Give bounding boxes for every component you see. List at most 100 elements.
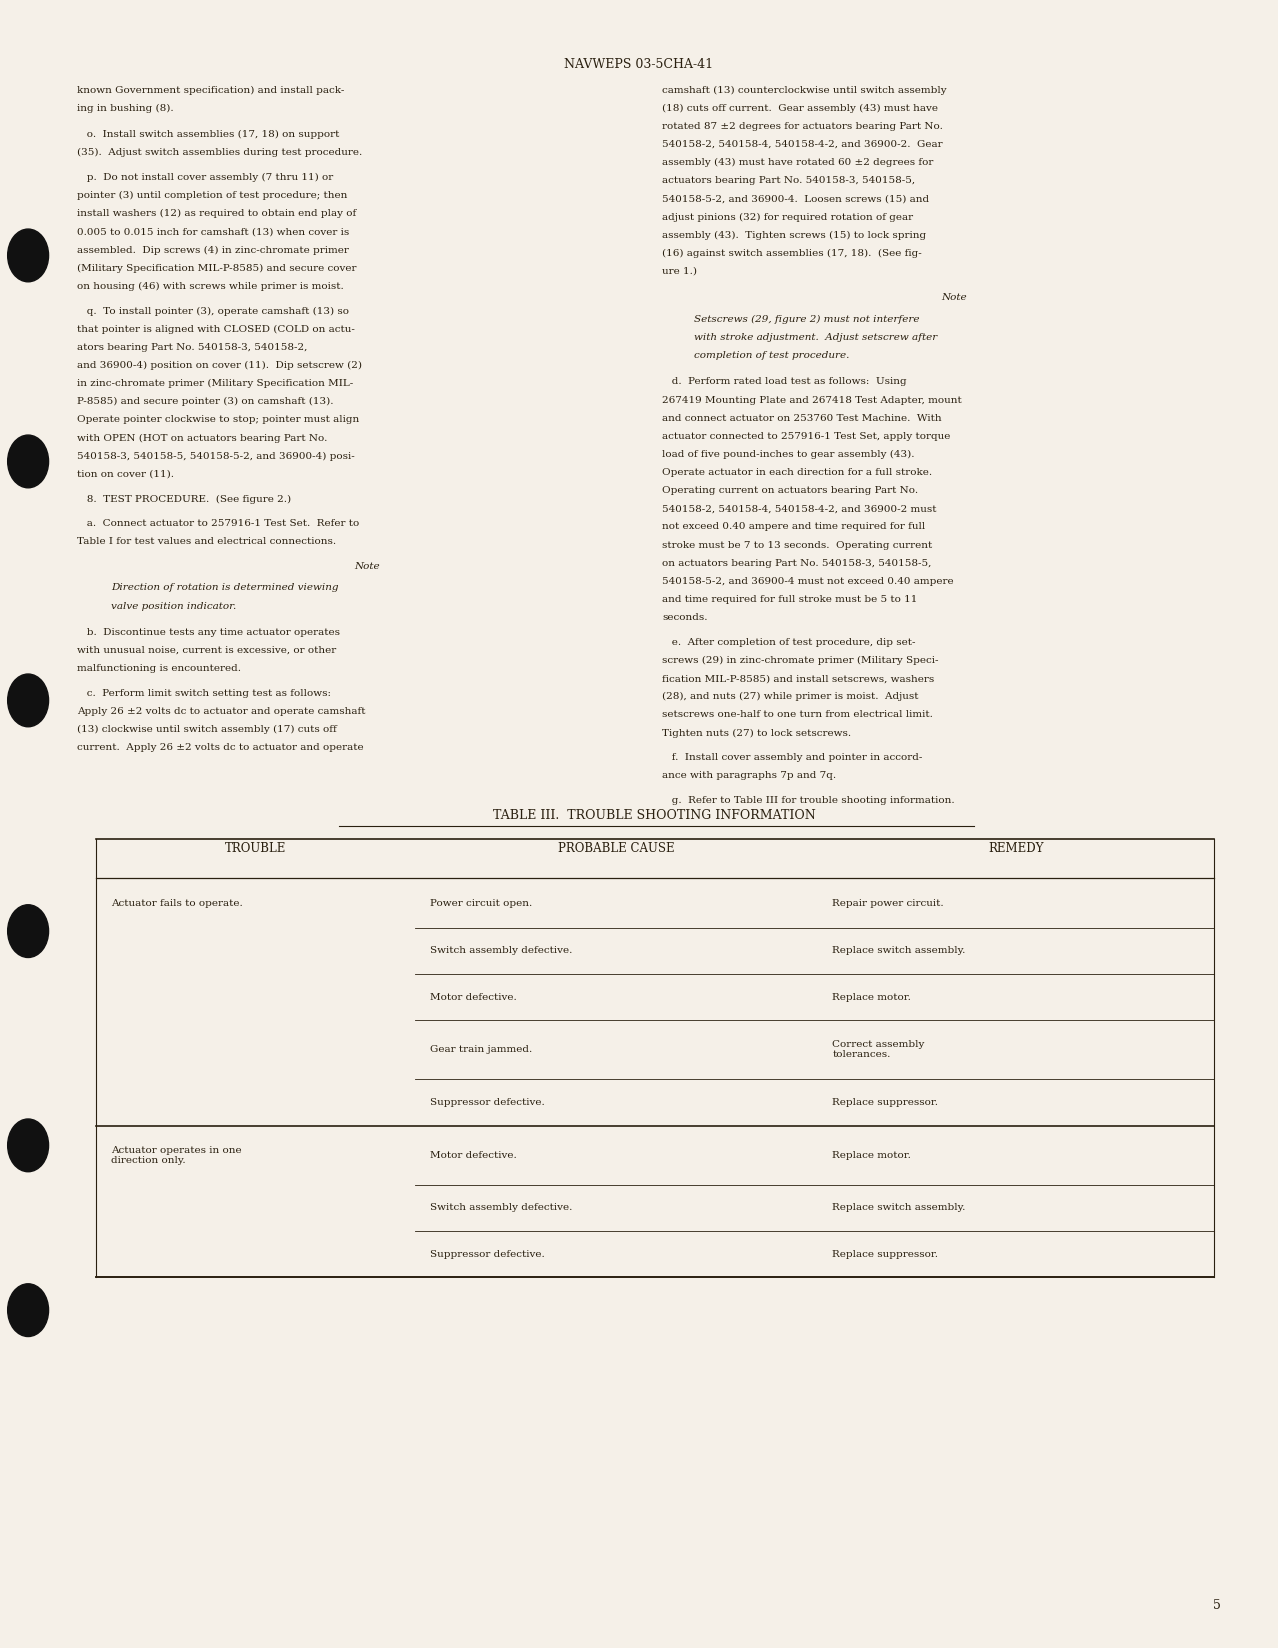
- Text: Operate pointer clockwise to stop; pointer must align: Operate pointer clockwise to stop; point…: [77, 415, 359, 424]
- Text: Repair power circuit.: Repair power circuit.: [832, 898, 944, 908]
- Text: TROUBLE: TROUBLE: [225, 842, 286, 855]
- Text: Replace motor.: Replace motor.: [832, 992, 911, 1002]
- Text: setscrews one-half to one turn from electrical limit.: setscrews one-half to one turn from elec…: [662, 710, 933, 719]
- Text: f.  Install cover assembly and pointer in accord-: f. Install cover assembly and pointer in…: [662, 753, 923, 761]
- Text: adjust pinions (32) for required rotation of gear: adjust pinions (32) for required rotatio…: [662, 213, 912, 222]
- Text: o.  Install switch assemblies (17, 18) on support: o. Install switch assemblies (17, 18) on…: [77, 130, 339, 140]
- Text: pointer (3) until completion of test procedure; then: pointer (3) until completion of test pro…: [77, 191, 348, 201]
- Text: 540158-3, 540158-5, 540158-5-2, and 36900-4) posi-: 540158-3, 540158-5, 540158-5-2, and 3690…: [77, 452, 354, 461]
- Text: 267419 Mounting Plate and 267418 Test Adapter, mount: 267419 Mounting Plate and 267418 Test Ad…: [662, 396, 962, 404]
- Text: c.  Perform limit switch setting test as follows:: c. Perform limit switch setting test as …: [77, 689, 331, 697]
- Text: Direction of rotation is determined viewing: Direction of rotation is determined view…: [111, 583, 339, 592]
- Text: Setscrews (29, figure 2) must not interfere: Setscrews (29, figure 2) must not interf…: [694, 315, 919, 325]
- Circle shape: [8, 674, 49, 727]
- Circle shape: [8, 1284, 49, 1337]
- Text: malfunctioning is encountered.: malfunctioning is encountered.: [77, 664, 240, 672]
- Text: Replace suppressor.: Replace suppressor.: [832, 1249, 938, 1259]
- Text: ance with paragraphs 7p and 7q.: ance with paragraphs 7p and 7q.: [662, 771, 836, 780]
- Text: e.  After completion of test procedure, dip set-: e. After completion of test procedure, d…: [662, 638, 915, 646]
- Text: p.  Do not install cover assembly (7 thru 11) or: p. Do not install cover assembly (7 thru…: [77, 173, 334, 183]
- Text: screws (29) in zinc-chromate primer (Military Speci-: screws (29) in zinc-chromate primer (Mil…: [662, 656, 938, 666]
- Text: 540158-5-2, and 36900-4.  Loosen screws (15) and: 540158-5-2, and 36900-4. Loosen screws (…: [662, 194, 929, 203]
- Circle shape: [8, 229, 49, 282]
- Text: 8.  TEST PROCEDURE.  (See figure 2.): 8. TEST PROCEDURE. (See figure 2.): [77, 494, 291, 504]
- Text: Note: Note: [354, 562, 381, 570]
- Text: REMEDY: REMEDY: [988, 842, 1043, 855]
- Text: Replace suppressor.: Replace suppressor.: [832, 1098, 938, 1107]
- Text: not exceed 0.40 ampere and time required for full: not exceed 0.40 ampere and time required…: [662, 522, 925, 531]
- Text: Switch assembly defective.: Switch assembly defective.: [429, 1203, 573, 1213]
- Text: load of five pound-inches to gear assembly (43).: load of five pound-inches to gear assemb…: [662, 450, 915, 460]
- Text: Apply 26 ±2 volts dc to actuator and operate camshaft: Apply 26 ±2 volts dc to actuator and ope…: [77, 707, 366, 715]
- Text: with OPEN (HOT on actuators bearing Part No.: with OPEN (HOT on actuators bearing Part…: [77, 433, 327, 443]
- Text: on actuators bearing Part No. 540158-3, 540158-5,: on actuators bearing Part No. 540158-3, …: [662, 559, 932, 567]
- Text: camshaft (13) counterclockwise until switch assembly: camshaft (13) counterclockwise until swi…: [662, 86, 947, 96]
- Text: ure 1.): ure 1.): [662, 267, 697, 275]
- Text: Motor defective.: Motor defective.: [429, 1150, 516, 1160]
- Circle shape: [8, 905, 49, 957]
- Text: assembly (43).  Tighten screws (15) to lock spring: assembly (43). Tighten screws (15) to lo…: [662, 231, 927, 241]
- Text: that pointer is aligned with CLOSED (COLD on actu-: that pointer is aligned with CLOSED (COL…: [77, 325, 354, 335]
- Text: actuator connected to 257916-1 Test Set, apply torque: actuator connected to 257916-1 Test Set,…: [662, 432, 951, 440]
- Text: ing in bushing (8).: ing in bushing (8).: [77, 104, 174, 114]
- Text: 0.005 to 0.015 inch for camshaft (13) when cover is: 0.005 to 0.015 inch for camshaft (13) wh…: [77, 227, 349, 236]
- Circle shape: [8, 1119, 49, 1172]
- Text: d.  Perform rated load test as follows:  Using: d. Perform rated load test as follows: U…: [662, 377, 906, 386]
- Text: (16) against switch assemblies (17, 18).  (See fig-: (16) against switch assemblies (17, 18).…: [662, 249, 921, 259]
- Text: and 36900-4) position on cover (11).  Dip setscrew (2): and 36900-4) position on cover (11). Dip…: [77, 361, 362, 371]
- Text: ators bearing Part No. 540158-3, 540158-2,: ators bearing Part No. 540158-3, 540158-…: [77, 343, 307, 351]
- Text: Switch assembly defective.: Switch assembly defective.: [429, 946, 573, 956]
- Text: valve position indicator.: valve position indicator.: [111, 602, 236, 610]
- Text: Actuator fails to operate.: Actuator fails to operate.: [111, 898, 243, 908]
- Text: g.  Refer to Table III for trouble shooting information.: g. Refer to Table III for trouble shooti…: [662, 796, 955, 804]
- Text: Operating current on actuators bearing Part No.: Operating current on actuators bearing P…: [662, 486, 918, 494]
- Text: tion on cover (11).: tion on cover (11).: [77, 470, 174, 478]
- Text: fication MIL-P-8585) and install setscrews, washers: fication MIL-P-8585) and install setscre…: [662, 674, 934, 682]
- Text: completion of test procedure.: completion of test procedure.: [694, 351, 850, 359]
- Text: TABLE III.  TROUBLE SHOOTING INFORMATION: TABLE III. TROUBLE SHOOTING INFORMATION: [493, 809, 815, 822]
- Text: Operate actuator in each direction for a full stroke.: Operate actuator in each direction for a…: [662, 468, 932, 476]
- Text: with unusual noise, current is excessive, or other: with unusual noise, current is excessive…: [77, 646, 336, 654]
- Text: (13) clockwise until switch assembly (17) cuts off: (13) clockwise until switch assembly (17…: [77, 725, 336, 735]
- Text: seconds.: seconds.: [662, 613, 708, 621]
- Text: 540158-2, 540158-4, 540158-4-2, and 36900-2 must: 540158-2, 540158-4, 540158-4-2, and 3690…: [662, 504, 937, 513]
- Text: (Military Specification MIL-P-8585) and secure cover: (Military Specification MIL-P-8585) and …: [77, 264, 357, 274]
- Text: Replace switch assembly.: Replace switch assembly.: [832, 946, 966, 956]
- Text: current.  Apply 26 ±2 volts dc to actuator and operate: current. Apply 26 ±2 volts dc to actuato…: [77, 743, 363, 751]
- Text: stroke must be 7 to 13 seconds.  Operating current: stroke must be 7 to 13 seconds. Operatin…: [662, 541, 932, 549]
- Text: Gear train jammed.: Gear train jammed.: [429, 1045, 532, 1055]
- Text: Suppressor defective.: Suppressor defective.: [429, 1249, 544, 1259]
- Text: Tighten nuts (27) to lock setscrews.: Tighten nuts (27) to lock setscrews.: [662, 728, 851, 738]
- Text: and connect actuator on 253760 Test Machine.  With: and connect actuator on 253760 Test Mach…: [662, 414, 942, 422]
- Text: in zinc-chromate primer (Military Specification MIL-: in zinc-chromate primer (Military Specif…: [77, 379, 353, 389]
- Text: actuators bearing Part No. 540158-3, 540158-5,: actuators bearing Part No. 540158-3, 540…: [662, 176, 915, 185]
- Text: Actuator operates in one
direction only.: Actuator operates in one direction only.: [111, 1145, 242, 1165]
- Text: Replace switch assembly.: Replace switch assembly.: [832, 1203, 966, 1213]
- Text: (35).  Adjust switch assemblies during test procedure.: (35). Adjust switch assemblies during te…: [77, 148, 362, 158]
- Text: b.  Discontinue tests any time actuator operates: b. Discontinue tests any time actuator o…: [77, 628, 340, 636]
- Circle shape: [8, 435, 49, 488]
- Text: known Government specification) and install pack-: known Government specification) and inst…: [77, 86, 344, 96]
- Text: on housing (46) with screws while primer is moist.: on housing (46) with screws while primer…: [77, 282, 344, 292]
- Text: PROBABLE CAUSE: PROBABLE CAUSE: [557, 842, 675, 855]
- Text: install washers (12) as required to obtain end play of: install washers (12) as required to obta…: [77, 209, 357, 219]
- Text: Power circuit open.: Power circuit open.: [429, 898, 532, 908]
- Text: NAVWEPS 03-5CHA-41: NAVWEPS 03-5CHA-41: [565, 58, 713, 71]
- Text: a.  Connect actuator to 257916-1 Test Set.  Refer to: a. Connect actuator to 257916-1 Test Set…: [77, 519, 359, 527]
- Text: Correct assembly
tolerances.: Correct assembly tolerances.: [832, 1040, 925, 1060]
- Text: q.  To install pointer (3), operate camshaft (13) so: q. To install pointer (3), operate camsh…: [77, 307, 349, 316]
- Text: 540158-5-2, and 36900-4 must not exceed 0.40 ampere: 540158-5-2, and 36900-4 must not exceed …: [662, 577, 953, 585]
- Text: (18) cuts off current.  Gear assembly (43) must have: (18) cuts off current. Gear assembly (43…: [662, 104, 938, 114]
- Text: Note: Note: [941, 293, 967, 302]
- Text: and time required for full stroke must be 5 to 11: and time required for full stroke must b…: [662, 595, 918, 603]
- Text: rotated 87 ±2 degrees for actuators bearing Part No.: rotated 87 ±2 degrees for actuators bear…: [662, 122, 943, 130]
- Text: Replace motor.: Replace motor.: [832, 1150, 911, 1160]
- Text: assembly (43) must have rotated 60 ±2 degrees for: assembly (43) must have rotated 60 ±2 de…: [662, 158, 933, 168]
- Text: P-8585) and secure pointer (3) on camshaft (13).: P-8585) and secure pointer (3) on camsha…: [77, 397, 334, 407]
- Text: Table I for test values and electrical connections.: Table I for test values and electrical c…: [77, 537, 336, 545]
- Text: 540158-2, 540158-4, 540158-4-2, and 36900-2.  Gear: 540158-2, 540158-4, 540158-4-2, and 3690…: [662, 140, 943, 148]
- Text: 5: 5: [1213, 1599, 1220, 1612]
- Text: with stroke adjustment.  Adjust setscrew after: with stroke adjustment. Adjust setscrew …: [694, 333, 937, 341]
- Text: (28), and nuts (27) while primer is moist.  Adjust: (28), and nuts (27) while primer is mois…: [662, 692, 919, 702]
- Text: Motor defective.: Motor defective.: [429, 992, 516, 1002]
